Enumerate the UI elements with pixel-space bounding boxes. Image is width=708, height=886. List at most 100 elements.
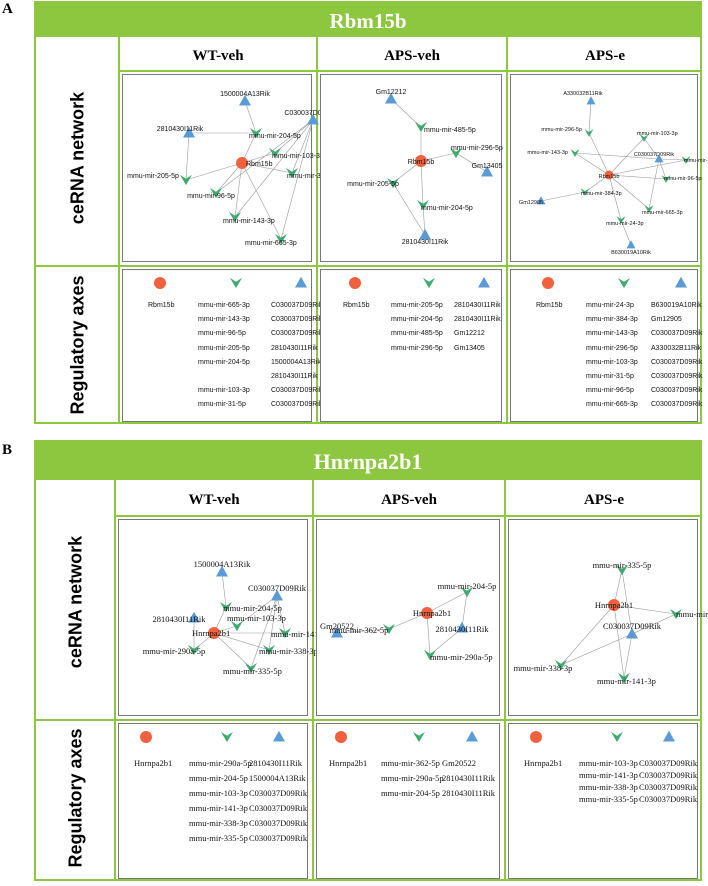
node-label: Gm20522	[320, 621, 354, 631]
node-label: Hnrnpa2b1	[192, 628, 230, 638]
mirna-node-mmu-mir-96-5p	[210, 187, 222, 199]
gene-legend-icon	[530, 731, 542, 743]
mirna-node-mmu-mir-665-3p	[275, 233, 287, 245]
gene-axis-entry: Hnrnpa2b1	[329, 758, 368, 768]
mirna-axis-entry: mmu-mir-665-3p	[586, 401, 638, 409]
node-label: mmu-mir-103-3p	[227, 613, 286, 623]
mirna-node-mmu-mir-204-5p	[250, 127, 262, 139]
row-label-cerna-network: ceRNA network	[67, 91, 88, 225]
node-label: C030037D09Rik	[248, 583, 307, 593]
mirna-node-mmu-mir-338-3p	[555, 659, 567, 671]
mirna-axis-entry: mmu-mir-204-5p	[198, 358, 250, 366]
mirna-node-mmu-mir-31-5p	[286, 167, 298, 179]
node-label: mmu-mir-96-5p	[187, 193, 235, 200]
panel-a: Rbm15b ceRNA network Regulatory axes WT-…	[34, 1, 708, 424]
network-edge	[608, 159, 687, 176]
lncrna-node-2810430i11rik	[188, 611, 200, 623]
cerna-network-aps-e: Hnrnpa2b1 C030037D09Rik mmu-mir-335-5p mmu-…	[514, 560, 708, 686]
cerna-network-aps-veh: Rbm15b Gm12212 Gm13405 2810430I11Rik mmu-mir…	[347, 89, 503, 246]
row-label-regulatory-axes: Regulatory axes	[65, 728, 86, 868]
node-label: Rbm15b	[408, 159, 435, 166]
node-label: Gm13405	[472, 163, 503, 170]
mirna-node-mmu-mir-24-3p	[616, 216, 626, 224]
axes-box-aps-veh: Hnrnpa2b1 mmu-mir-362-5p mmu-mir-290a-5p mm…	[316, 723, 500, 879]
mirna-node-mmu-mir-205-5p	[180, 174, 192, 186]
lncrna-axis-entry: C030037D09Rik	[271, 387, 323, 395]
network-edge	[336, 628, 390, 634]
network-edge	[234, 162, 243, 218]
network-edge	[608, 174, 650, 210]
lncrna-axis-entry: B630019A10Rik	[651, 302, 702, 309]
mirna-legend-icon	[221, 731, 233, 743]
network-edge	[213, 632, 252, 669]
axes-box-aps-veh: Rbm15b mmu-mir-205-5p mmu-mir-204-5p mmu-mi…	[320, 269, 502, 422]
mirna-legend-icon	[423, 277, 435, 289]
header-divider	[118, 70, 700, 72]
group-header-aps-veh: APS-veh	[384, 48, 440, 64]
node-label: mmu-mir-31-5p	[287, 173, 335, 180]
mirna-axis-entry: mmu-mir-103-3p	[586, 358, 638, 366]
panel-a-letter: A	[2, 1, 13, 17]
mirna-legend-icon	[230, 277, 242, 289]
network-box-wt-veh: Hnrnpa2b1 1500004A13Rik C030037D09Rik 28104…	[118, 519, 330, 716]
network-edge	[588, 100, 592, 134]
mirna-axis-entry: mmu-mir-665-3p	[198, 302, 250, 309]
lncrna-node-gm12212	[385, 92, 397, 104]
mirna-node-mmu-mir-335-5p	[616, 564, 628, 576]
mirna-axis-entry: mmu-mir-103-3p	[198, 387, 250, 395]
node-label: mmu-mir-485-5p	[424, 127, 476, 134]
lncrna-node-1500004a13rik	[216, 565, 228, 577]
mirna-node-mmu-mir-485-5p	[415, 121, 427, 133]
network-edge	[426, 591, 468, 614]
network-edge	[392, 182, 426, 236]
gene-legend-icon	[349, 277, 361, 289]
lncrna-axis-entry: C030037D09Rik	[651, 387, 703, 395]
mirna-legend-icon	[618, 277, 630, 289]
node-label: mmu-mir-204-5p	[438, 581, 497, 591]
mirna-axis-entry: mmu-mir-296-5p	[586, 344, 638, 352]
mirna-axis-entry: mmu-mir-143-3p	[198, 316, 250, 324]
lncrna-axis-entry: Gm12905	[651, 316, 682, 324]
node-label: mmu-mir-362-5p	[330, 625, 389, 635]
mirna-axis-entry: mmu-mir-362-5p	[381, 758, 440, 768]
mirna-node-mmu-mir-143-3p	[229, 211, 241, 223]
column-divider	[312, 480, 314, 879]
column-divider	[316, 37, 318, 422]
mirna-axis-entry: mmu-mir-204-5p	[189, 773, 248, 783]
mirna-axis-entry: mmu-mir-143-3p	[586, 330, 638, 338]
gene-node-hnrnpa2b1	[208, 627, 220, 639]
mirna-node-mmu-mir-103-3p	[639, 134, 649, 142]
network-edge	[268, 595, 278, 651]
node-label: mmu-mir-338-3p	[259, 646, 318, 656]
node-label: mmu-mir-143-3p	[223, 218, 275, 225]
network-edge	[574, 152, 610, 176]
lncrna-legend-icon	[478, 276, 490, 288]
lncrna-node-2810430i11rik	[456, 621, 468, 633]
network-edge	[236, 595, 278, 627]
lncrna-axis-entry: Gm13405	[454, 344, 485, 352]
node-label: mmu-mir-665-3p	[642, 210, 683, 216]
gene-axis-entry: Rbm15b	[343, 302, 370, 309]
lncrna-legend-icon	[273, 730, 285, 742]
network-edge	[455, 152, 488, 173]
mirna-node-mmu-mir-96-5p	[661, 175, 671, 183]
node-label: Rbm15b	[246, 161, 273, 168]
network-edge	[620, 219, 632, 246]
gene-node-rbm15b	[604, 170, 614, 180]
axes-legend	[530, 730, 675, 743]
column-divider	[504, 480, 506, 879]
mirna-axis-entry: mmu-mir-96-5p	[586, 387, 634, 395]
lncrna-axis-entry: C030037D09Rik	[271, 330, 323, 338]
mirna-axis-entry: mmu-mir-290a-5p	[381, 773, 444, 783]
cerna-network-aps-veh: Hnrnpa2b1 Gm20522 2810430I11Rik mmu-mir-204…	[320, 581, 497, 662]
axes-legend	[349, 276, 490, 289]
lncrna-axis-entry: C030037D09Rik	[271, 302, 323, 309]
network-edge	[215, 162, 243, 194]
lncrna-axis-entry: C030037D09Rik	[249, 788, 308, 798]
lncrna-legend-icon	[295, 276, 307, 288]
network-edge	[213, 632, 270, 651]
lncrna-axis-entry: 2810430I11Rik	[271, 344, 318, 352]
node-label: C030037D09Rik	[603, 621, 662, 631]
network-edge	[215, 119, 314, 194]
network-edge	[241, 162, 282, 240]
